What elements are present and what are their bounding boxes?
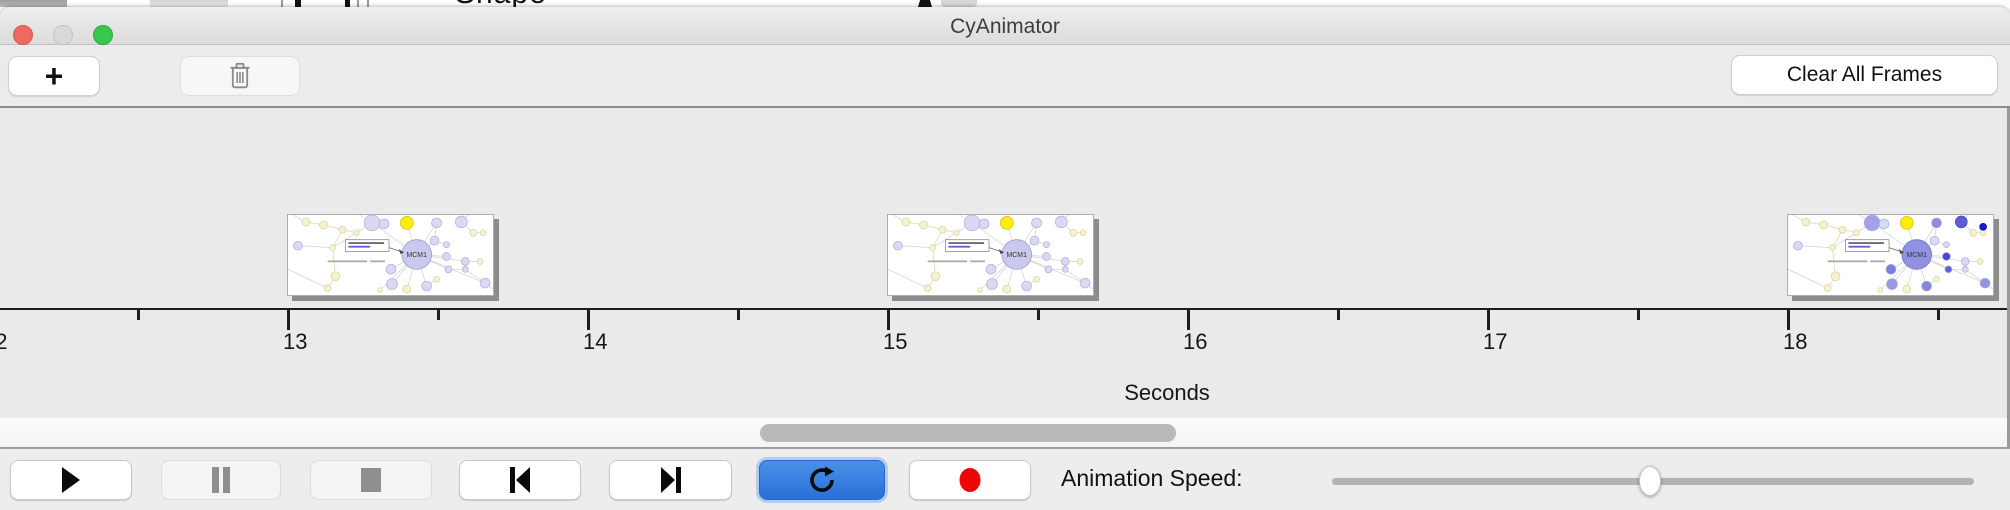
tick-label: 17	[1483, 329, 1508, 354]
record-icon	[959, 468, 981, 492]
background-shape-text: Shape	[455, 0, 547, 7]
stop-button[interactable]	[310, 460, 432, 500]
timeline-panel[interactable]: 12 13 14 15 16 17 18	[0, 108, 2007, 418]
skip-to-end-button[interactable]	[609, 460, 732, 500]
tick-label: 14	[583, 329, 608, 354]
animation-speed-slider[interactable]	[1332, 466, 1974, 496]
pause-icon	[212, 467, 230, 493]
minor-tick	[1037, 310, 1040, 320]
loop-button[interactable]	[759, 460, 885, 500]
minor-tick	[437, 310, 440, 320]
svg-text:MCM1: MCM1	[407, 252, 428, 259]
stop-icon	[361, 468, 381, 492]
svg-text:MCM1: MCM1	[1007, 252, 1028, 259]
background-mark	[295, 0, 301, 7]
major-tick	[587, 310, 590, 330]
play-button[interactable]	[10, 460, 132, 500]
loop-icon	[810, 466, 834, 492]
play-icon	[62, 467, 80, 493]
background-mark	[367, 0, 369, 7]
tick-label: 18	[1783, 329, 1808, 354]
record-button[interactable]	[909, 460, 1031, 500]
scrollbar-thumb[interactable]	[760, 424, 1176, 442]
background-mark	[941, 0, 977, 7]
skip-to-end-icon	[660, 467, 681, 493]
tick-label: 15	[883, 329, 908, 354]
toolbar-divider	[0, 106, 2010, 108]
frame-toolbar: + Clear All Frames	[0, 45, 2010, 106]
minor-tick	[1937, 310, 1940, 320]
minor-tick	[737, 310, 740, 320]
slider-thumb[interactable]	[1639, 466, 1661, 496]
timeline-frame-thumbnail[interactable]: MCM1	[287, 214, 494, 296]
tick-label: 16	[1183, 329, 1208, 354]
minor-tick	[137, 310, 140, 320]
svg-text:MCM1: MCM1	[1907, 252, 1928, 259]
title-bar[interactable]: CyAnimator	[0, 7, 2010, 45]
pause-button[interactable]	[161, 460, 281, 500]
delete-frame-button[interactable]	[180, 56, 300, 96]
background-gray-block	[150, 0, 228, 7]
timeline-frame-thumbnail[interactable]: MCM1	[1787, 214, 1994, 296]
tick-label: 13	[283, 329, 308, 354]
background-mark	[345, 0, 350, 7]
background-mark	[357, 0, 359, 7]
major-tick	[887, 310, 890, 330]
horizontal-scrollbar[interactable]	[0, 418, 2007, 447]
trash-icon	[230, 62, 250, 89]
axis-unit-label: Seconds	[1124, 380, 1210, 405]
minor-tick	[1637, 310, 1640, 320]
zoom-button[interactable]	[93, 25, 113, 45]
major-tick	[1487, 310, 1490, 330]
window-title: CyAnimator	[950, 15, 1060, 38]
timeline-scrollpane: 12 13 14 15 16 17 18	[0, 108, 2010, 447]
background-app-sliver: Shape	[0, 0, 2010, 7]
tick-label: 12	[0, 329, 7, 355]
timeline-frame-thumbnail[interactable]: MCM1	[887, 214, 1094, 296]
major-tick	[1187, 310, 1190, 330]
animation-speed-label: Animation Speed:	[1061, 465, 1243, 491]
background-mark	[918, 0, 932, 7]
minor-tick	[1337, 310, 1340, 320]
skip-to-start-icon	[510, 467, 530, 493]
playback-toolbar: Animation Speed:	[0, 449, 2010, 510]
plus-icon: +	[44, 58, 64, 94]
clear-all-frames-button[interactable]: Clear All Frames	[1731, 55, 1998, 95]
major-tick	[287, 310, 290, 330]
major-tick	[1787, 310, 1790, 330]
network-thumbnail-graphic: MCM1	[888, 215, 1093, 294]
minimize-button[interactable]	[53, 25, 73, 45]
timeline-axis	[0, 308, 2007, 310]
add-frame-button[interactable]: +	[8, 56, 100, 96]
network-thumbnail-graphic: MCM1	[1788, 215, 1993, 294]
cyanimator-window: CyAnimator + Clear All Frames 12 13 14 15 16…	[0, 7, 2010, 510]
skip-to-start-button[interactable]	[459, 460, 581, 500]
playback-divider	[0, 447, 2010, 449]
clear-all-frames-label: Clear All Frames	[1786, 63, 1943, 86]
background-gray-block	[0, 0, 67, 7]
close-button[interactable]	[13, 25, 33, 45]
network-thumbnail-graphic: MCM1	[288, 215, 493, 294]
background-mark	[281, 0, 283, 7]
